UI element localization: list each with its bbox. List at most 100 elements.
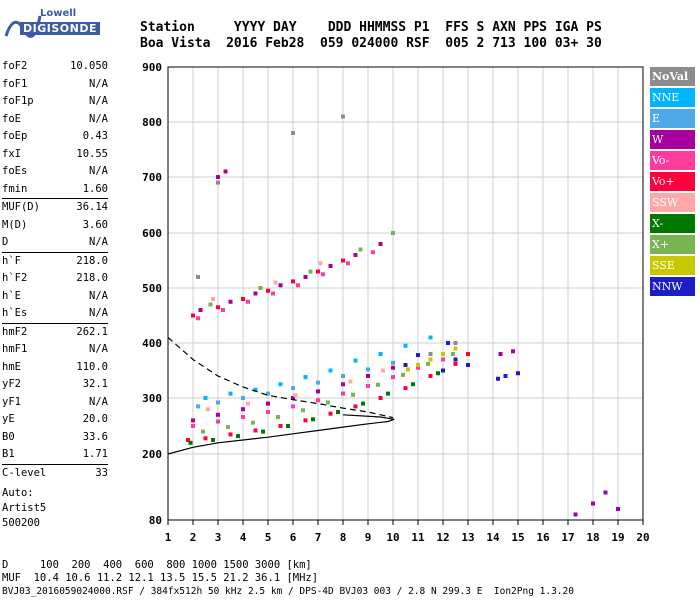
x-tick-label: 6 — [290, 531, 297, 544]
param-row: B0 33.6 — [2, 429, 108, 447]
legend-item: E — [650, 109, 695, 128]
echo-point — [378, 242, 383, 246]
param-value: 10.050 — [70, 60, 108, 72]
param-row: h`E N/A — [2, 288, 108, 306]
echo-point — [336, 410, 340, 414]
echo-point — [221, 308, 225, 312]
echo-point — [428, 352, 433, 356]
param-row: fxI 10.55 — [2, 146, 108, 164]
param-name: h`Es — [2, 307, 28, 319]
echo-point — [203, 436, 208, 441]
legend-item: X+ — [650, 235, 695, 254]
scaled-parameters-panel: foF2 10.050 foF1 N/A foF1p N/A foE N/A foEp 0.43 f… — [2, 58, 108, 482]
echo-point — [303, 275, 308, 279]
echo-point — [266, 410, 270, 414]
digisonde-logo: Lowell DIGISONDE — [2, 6, 100, 46]
y-tick-label: 200 — [142, 448, 162, 461]
echo-point — [416, 365, 420, 370]
param-row: foEp 0.43 — [2, 128, 108, 146]
param-value: 1.71 — [82, 448, 108, 460]
echo-point — [341, 258, 345, 263]
x-tick-label: 8 — [340, 531, 347, 544]
legend-item: SSW — [650, 193, 695, 212]
param-name: yE — [2, 413, 15, 425]
param-row: foE N/A — [2, 111, 108, 129]
echo-point — [266, 288, 270, 293]
param-row: D N/A — [2, 234, 108, 252]
echo-point — [246, 299, 250, 304]
echo-point — [328, 264, 333, 268]
param-row: foF1 N/A — [2, 76, 108, 94]
param-name: foE — [2, 112, 21, 125]
echo-point — [291, 396, 295, 400]
echo-point — [253, 387, 258, 392]
echo-point — [466, 363, 470, 367]
echo-point — [273, 280, 278, 285]
param-value: N/A — [89, 343, 108, 355]
echo-point — [253, 291, 258, 296]
echo-point — [328, 368, 333, 373]
echo-point — [416, 363, 420, 367]
auto-label: Auto: — [2, 487, 34, 499]
echo-point — [191, 424, 195, 428]
echo-point — [216, 180, 220, 185]
param-value: N/A — [89, 395, 108, 408]
param-value: 262.1 — [76, 325, 108, 338]
echo-point — [366, 367, 370, 372]
echo-point — [378, 352, 383, 356]
echo-point — [278, 424, 283, 428]
echo-point — [341, 374, 345, 378]
y-tick-label: 80 — [149, 514, 162, 527]
param-value: 36.14 — [76, 201, 108, 213]
x-tick-label: 3 — [215, 531, 222, 544]
param-row: M(D) 3.60 — [2, 217, 108, 235]
auto-program: Artist5 — [2, 502, 47, 514]
logo-bottom-text: DIGISONDE — [20, 22, 100, 35]
param-row: foEs N/A — [2, 163, 108, 181]
x-tick-label: 9 — [365, 531, 372, 544]
echo-point — [351, 392, 355, 397]
echo-point — [191, 313, 195, 318]
echo-point — [573, 512, 578, 517]
echo-point — [341, 382, 345, 387]
echo-point — [278, 283, 283, 288]
param-value: 20.0 — [82, 413, 108, 425]
echo-point — [308, 269, 313, 274]
x-tick-label: 20 — [636, 531, 649, 544]
param-row: fmin 1.60 — [2, 181, 108, 199]
y-tick-label: 700 — [142, 171, 162, 184]
echo-point — [278, 382, 283, 387]
param-row: yE 20.0 — [2, 411, 108, 429]
echo-point — [503, 374, 508, 378]
echo-point — [391, 360, 395, 365]
echo-point — [496, 376, 500, 381]
echo-point — [201, 429, 205, 434]
echo-point — [188, 440, 193, 445]
echo-point — [376, 382, 380, 387]
header-values: Boa Vista 2016 Feb28 059 024000 RSF 005 … — [140, 36, 602, 51]
density-profile-solid — [167, 414, 395, 455]
echo-point — [353, 404, 358, 409]
echo-point — [186, 438, 190, 442]
echo-point — [301, 408, 305, 413]
echo-point — [291, 279, 295, 284]
echo-point — [378, 396, 383, 400]
echo-point — [291, 131, 295, 135]
legend-item: NoVal — [650, 67, 695, 86]
echo-point — [386, 391, 390, 396]
param-name: foEs — [2, 165, 28, 177]
echo-point — [516, 371, 520, 376]
echo-point — [261, 429, 265, 434]
param-name: hmE — [2, 360, 21, 373]
echo-point — [316, 380, 320, 385]
param-row: h`F 218.0 — [2, 251, 108, 271]
param-name: foF2 — [2, 60, 28, 72]
echo-point — [441, 352, 445, 356]
param-name: C-level — [2, 466, 47, 479]
param-value: 10.55 — [76, 147, 108, 160]
x-tick-label: 7 — [315, 531, 322, 544]
echo-point — [346, 261, 350, 266]
echo-point — [453, 361, 458, 366]
polarization-legend: NoVal NNE E W Vo- Vo+ SSW X- X+ SSE NNW — [650, 67, 695, 298]
echo-point — [228, 432, 233, 437]
